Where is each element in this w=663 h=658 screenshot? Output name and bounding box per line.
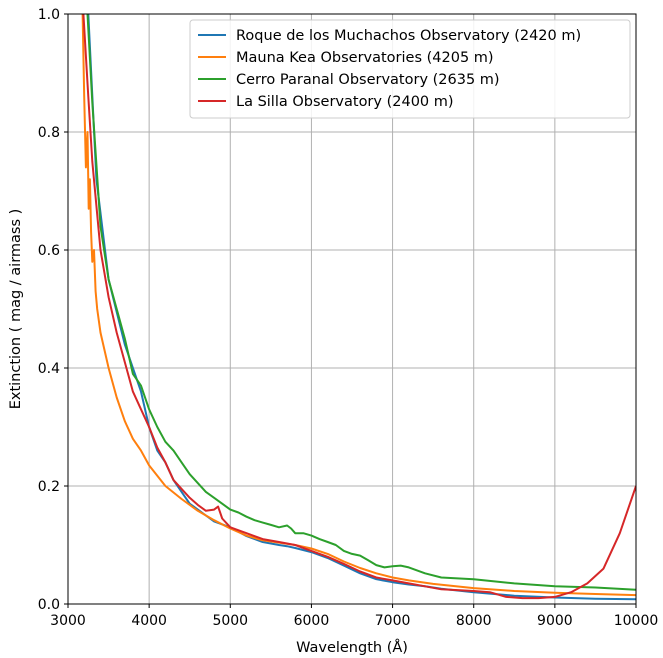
series-line-3 bbox=[82, 14, 636, 600]
y-axis: 0.0 0.2 0.4 0.6 0.8 1.0 bbox=[38, 7, 68, 613]
legend-label: La Silla Observatory (2400 m) bbox=[236, 94, 454, 110]
y-tick-label: 0.8 bbox=[38, 125, 60, 141]
x-tick-label: 8000 bbox=[456, 613, 492, 629]
y-tick-label: 0.4 bbox=[38, 361, 60, 377]
y-tick-label: 0.6 bbox=[38, 243, 60, 259]
x-tick-label: 3000 bbox=[50, 613, 86, 629]
x-tick-label: 6000 bbox=[294, 613, 330, 629]
y-tick-label: 1.0 bbox=[38, 7, 60, 23]
legend-label: Mauna Kea Observatories (4205 m) bbox=[236, 50, 494, 66]
series-line-1 bbox=[81, 14, 636, 597]
x-tick-label: 5000 bbox=[212, 613, 248, 629]
x-tick-label: 4000 bbox=[131, 613, 167, 629]
legend-label: Roque de los Muchachos Observatory (2420… bbox=[236, 28, 581, 44]
x-axis: 3000 4000 5000 6000 7000 8000 9000 10000 bbox=[50, 604, 658, 629]
x-tick-label: 9000 bbox=[537, 613, 573, 629]
x-tick-label: 7000 bbox=[375, 613, 411, 629]
legend: Roque de los Muchachos Observatory (2420… bbox=[189, 19, 631, 119]
plot-frame bbox=[67, 13, 637, 605]
x-axis-label: Wavelength (Å) bbox=[296, 639, 408, 656]
y-axis-label: Extinction ( mag / airmass ) bbox=[8, 209, 24, 410]
y-tick-label: 0.2 bbox=[38, 479, 60, 495]
series-lines bbox=[81, 14, 636, 601]
x-tick-label: 10000 bbox=[614, 613, 659, 629]
legend-label: Cerro Paranal Observatory (2635 m) bbox=[236, 72, 500, 88]
series-line-2 bbox=[86, 14, 636, 591]
legend-box bbox=[189, 19, 631, 119]
y-tick-label: 0.0 bbox=[38, 597, 60, 613]
